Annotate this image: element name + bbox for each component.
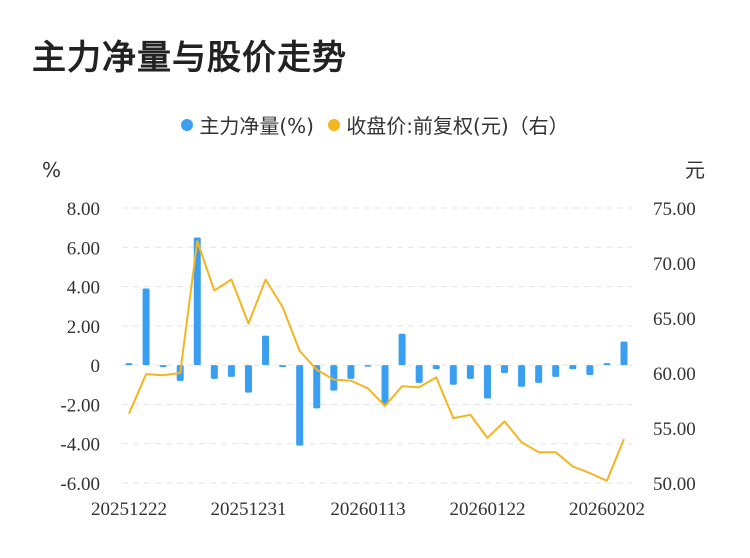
legend-label-close-price: 收盘价:前复权(元)（右） <box>346 114 569 138</box>
x-tick-label: 20260122 <box>449 499 525 520</box>
bar <box>518 365 526 387</box>
right-tick-label: 70.00 <box>653 254 696 275</box>
legend-marker-close-price <box>328 118 341 131</box>
right-tick-label: 65.00 <box>653 309 696 330</box>
left-axis-unit: % <box>42 158 61 182</box>
right-tick-label: 55.00 <box>653 419 696 440</box>
bar <box>159 365 167 368</box>
gridlines <box>122 207 632 484</box>
bar <box>142 288 150 366</box>
bar <box>244 365 252 393</box>
bar <box>415 365 423 383</box>
bar <box>125 363 133 366</box>
legend-item-close-price[interactable]: 收盘价:前复权(元)（右） <box>328 110 569 139</box>
bar <box>466 365 474 379</box>
bar <box>279 365 287 368</box>
bar <box>603 363 611 366</box>
bar-series <box>125 237 628 446</box>
left-tick-label: -6.00 <box>60 474 100 495</box>
bar <box>296 365 304 446</box>
right-tick-label: 75.00 <box>653 199 696 220</box>
bar <box>364 365 372 367</box>
price-line-series <box>128 240 625 482</box>
legend-marker-net-volume <box>181 118 194 131</box>
chart-title: 主力净量与股价走势 <box>32 38 347 78</box>
right-tick-label: 60.00 <box>653 364 696 385</box>
right-axis-unit: 元 <box>685 158 705 182</box>
bar <box>535 365 543 383</box>
bar <box>347 365 355 379</box>
x-axis-ticks: 20251222 20251231 20260113 20260122 20260202 <box>91 499 645 520</box>
bar <box>262 335 270 366</box>
bar <box>552 365 560 377</box>
bar <box>227 365 235 377</box>
bar <box>193 237 201 366</box>
left-tick-label: 0 <box>91 356 101 377</box>
x-tick-label: 20251222 <box>91 499 167 520</box>
right-axis-ticks: 75.00 70.00 65.00 60.00 55.00 50.00 <box>653 199 696 495</box>
left-tick-label: -2.00 <box>60 395 100 416</box>
price-line <box>128 240 625 482</box>
bar <box>483 365 491 399</box>
bar <box>398 333 406 366</box>
x-tick-label: 20251231 <box>210 499 286 520</box>
legend-label-net-volume: 主力净量(%) <box>199 114 314 138</box>
legend-item-net-volume[interactable]: 主力净量(%) <box>181 110 314 139</box>
left-tick-label: 4.00 <box>67 278 100 299</box>
bar <box>210 365 218 379</box>
bar <box>313 365 321 409</box>
bar <box>569 365 577 370</box>
bar <box>620 341 628 366</box>
bar <box>381 365 389 405</box>
left-tick-label: 8.00 <box>67 199 100 220</box>
left-tick-label: 6.00 <box>67 238 100 259</box>
x-tick-label: 20260113 <box>330 499 405 520</box>
bar <box>586 365 594 375</box>
chart-legend: 主力净量(%) 收盘价:前复权(元)（右） <box>0 110 750 139</box>
left-axis-ticks: 8.00 6.00 4.00 2.00 0 -2.00 -4.00 -6.00 <box>60 199 100 495</box>
x-tick-label: 20260202 <box>569 499 645 520</box>
left-tick-label: -4.00 <box>60 435 100 456</box>
bar <box>432 365 440 370</box>
bar <box>330 365 338 391</box>
right-tick-label: 50.00 <box>653 474 696 495</box>
bar <box>449 365 457 385</box>
left-tick-label: 2.00 <box>67 317 100 338</box>
bar <box>501 365 509 373</box>
